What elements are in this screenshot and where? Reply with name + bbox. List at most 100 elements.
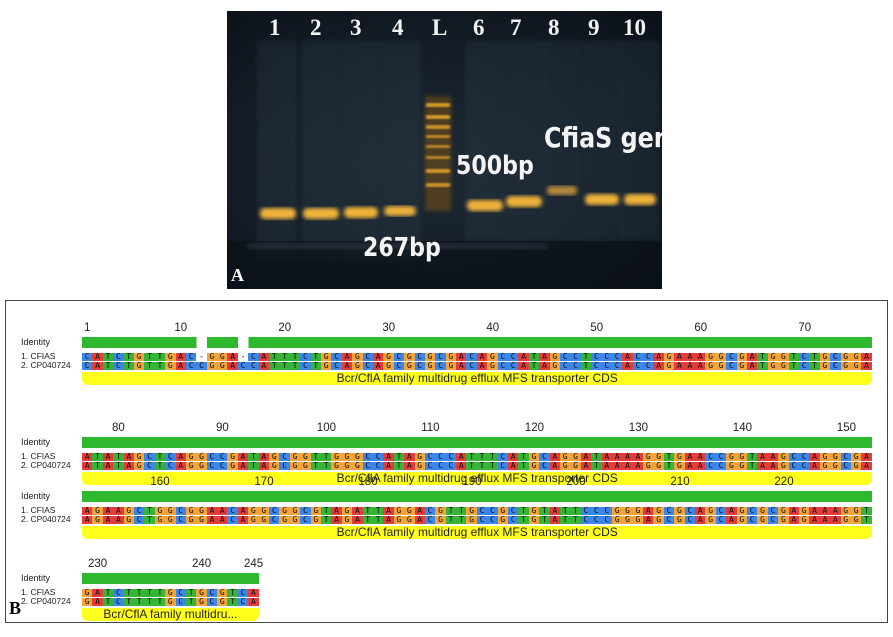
base-cell: G <box>778 462 789 470</box>
base-cell: C <box>705 453 716 461</box>
base-cell: A <box>383 507 394 515</box>
base-cell: C <box>217 462 228 470</box>
base-cell: A <box>456 462 467 470</box>
base-cell: A <box>643 507 654 515</box>
base-cell: C <box>747 507 758 515</box>
base-cell: C <box>424 453 436 461</box>
base-cell: G <box>248 507 259 515</box>
base-cell: A <box>695 462 706 470</box>
base-cell: C <box>715 462 727 470</box>
base-cell: A <box>217 507 228 515</box>
base-cell: G <box>217 589 228 597</box>
base-cell: G <box>414 462 425 470</box>
base-cell: G <box>352 353 363 361</box>
base-cell: G <box>424 362 436 370</box>
base-cell: G <box>404 353 415 361</box>
base-cell: A <box>861 462 872 470</box>
base-cell: A <box>237 453 249 461</box>
cds-annotation: Bcr/CflA family multidrug efflux MFS tra… <box>82 372 873 385</box>
base-cell: C <box>206 462 218 470</box>
base-cell: G <box>196 507 207 515</box>
base-cell: A <box>549 462 560 470</box>
base-cell: T <box>154 589 166 597</box>
base-cell: T <box>185 598 197 606</box>
base-cell: A <box>632 462 644 470</box>
ruler-tick: 20 <box>278 322 292 334</box>
base-cell: G <box>705 362 716 370</box>
base-cell: G <box>715 362 727 370</box>
base-cell: C <box>570 353 581 361</box>
base-cell: A <box>102 453 114 461</box>
base-cell: A <box>248 589 259 597</box>
lane-label: 6 <box>473 15 485 40</box>
base-cell: T <box>570 516 581 524</box>
base-cell: C <box>435 453 446 461</box>
base-cell: C <box>487 516 498 524</box>
base-cell: G <box>393 507 405 515</box>
bp500-label: 500bp <box>456 151 534 181</box>
base-cell: A <box>830 516 841 524</box>
base-cell: G <box>736 507 747 515</box>
base-cell: T <box>393 453 405 461</box>
base-cell: C <box>82 353 93 361</box>
panel-a-letter: A <box>231 265 244 285</box>
base-cell: C <box>362 353 373 361</box>
base-cell: A <box>684 462 696 470</box>
base-cell: G <box>466 507 477 515</box>
base-cell: G <box>331 462 342 470</box>
base-cell: A <box>819 516 831 524</box>
base-cell: C <box>331 362 342 370</box>
base-cell: A <box>123 453 134 461</box>
base-cell: G <box>528 462 540 470</box>
base-cell: C <box>591 516 602 524</box>
base-cell: C <box>476 516 488 524</box>
base-cell: T <box>269 362 280 370</box>
base-cell: A <box>227 362 238 370</box>
sequence-row-label: 1. CFIAS <box>21 587 56 597</box>
base-cell: G <box>206 353 218 361</box>
base-cell: G <box>133 453 145 461</box>
base-cell: G <box>165 362 176 370</box>
base-cell: C <box>362 462 373 470</box>
base-cell: G <box>227 462 238 470</box>
base-cell: A <box>643 516 654 524</box>
base-cell: G <box>736 353 747 361</box>
base-cell: C <box>466 362 477 370</box>
base-cell: A <box>383 462 394 470</box>
base-cell: G <box>310 516 321 524</box>
base-cell: C <box>206 589 218 597</box>
base-cell: G <box>528 453 540 461</box>
base-cell: A <box>258 462 270 470</box>
base-cell: G <box>663 353 675 361</box>
ruler-tick: 200 <box>566 476 586 488</box>
base-cell: T <box>289 362 301 370</box>
base-cell: A <box>695 362 706 370</box>
base-cell: A <box>237 462 249 470</box>
base-cell: G <box>850 353 862 361</box>
base-cell: T <box>113 453 124 461</box>
base-cell: A <box>113 516 124 524</box>
base-cell: A <box>82 516 93 524</box>
base-cell: G <box>196 462 207 470</box>
cds-annotation: Bcr/CflA family multidrug efflux MFS tra… <box>82 472 873 485</box>
base-cell: G <box>289 516 301 524</box>
identity-bar <box>82 337 873 348</box>
base-cell: G <box>383 362 394 370</box>
base-cell: C <box>175 516 186 524</box>
ruler-tick: 80 <box>111 422 125 434</box>
base-cell: C <box>591 507 602 515</box>
base-cell: T <box>747 462 758 470</box>
base-cell: G <box>289 453 301 461</box>
alignment-block: 160 170 180 190 200 210 220 Identity 1. CFIAS 2. … <box>6 463 887 555</box>
sequence-row-label: 2. CP040724 <box>21 460 71 470</box>
base-cell: A <box>508 453 519 461</box>
base-cell: G <box>830 462 841 470</box>
base-cell: T <box>269 353 280 361</box>
base-cell: T <box>154 462 166 470</box>
base-cell: G <box>269 462 280 470</box>
base-cell: T <box>248 453 259 461</box>
base-cell: C <box>508 353 519 361</box>
base-cell: A <box>456 353 467 361</box>
base-cell: G <box>196 516 207 524</box>
